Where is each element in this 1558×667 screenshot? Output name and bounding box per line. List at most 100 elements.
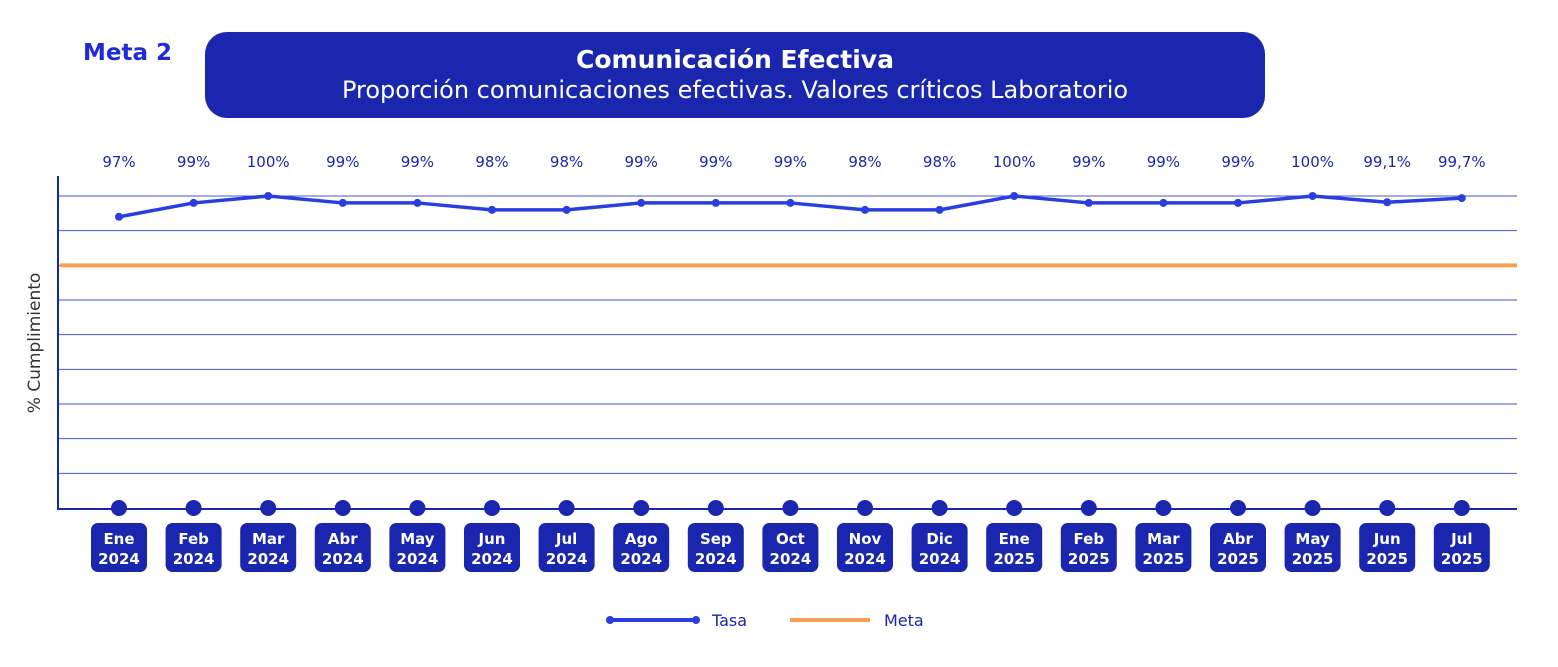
x-tick-badge [91, 523, 147, 572]
data-point-tasa [1383, 198, 1392, 207]
x-tick-label-month: Feb [1074, 530, 1105, 548]
x-tick-label-year: 2024 [770, 550, 812, 568]
x-tick-badge [986, 523, 1043, 572]
x-tick-label-year: 2024 [844, 550, 886, 568]
x-tick-label-year: 2025 [993, 550, 1035, 568]
data-point-tasa [786, 198, 795, 207]
data-point-tasa [1308, 192, 1317, 200]
data-point-tasa [637, 198, 646, 207]
data-point-tasa [1010, 192, 1019, 200]
data-point-tasa [861, 205, 869, 214]
legend-swatch-tasa [606, 616, 700, 624]
data-label: 99% [1147, 153, 1180, 171]
data-label: 99,1% [1363, 153, 1411, 171]
data-point-tasa [264, 192, 273, 200]
data-label: 98% [848, 153, 881, 171]
x-tick-dot [409, 500, 426, 516]
data-label: 99% [401, 153, 434, 171]
x-tick-label-year: 2025 [1366, 550, 1408, 568]
x-tick-label-month: Ene [103, 530, 134, 548]
x-tick-dot [931, 500, 948, 516]
x-tick-label-month: Jul [1450, 530, 1472, 548]
x-tick-badge [687, 523, 744, 572]
data-label: 100% [247, 153, 290, 171]
data-label: 99% [1221, 153, 1254, 171]
x-tick-dot [260, 500, 277, 516]
data-point-tasa [189, 198, 198, 207]
x-tick-badge [464, 523, 520, 572]
x-tick-dot [1006, 500, 1023, 516]
legend-label-tasa: Tasa [712, 610, 748, 630]
x-tick-badge [538, 523, 595, 572]
x-tick-label-year: 2024 [173, 550, 215, 568]
data-point-tasa [1084, 198, 1093, 207]
x-tick-label-year: 2025 [1292, 550, 1334, 568]
x-tick-label-year: 2025 [1441, 550, 1483, 568]
line-chart: 97% 99% 100% 99% 99% 98% 98% 99% 99% 99% 98% 98% 100… [57, 153, 1517, 572]
x-tick-dot [558, 500, 575, 516]
x-tick-badge [613, 523, 670, 572]
x-tick-dot [1230, 500, 1246, 516]
x-tick-dot [1080, 500, 1097, 516]
data-point-tasa [338, 198, 347, 207]
x-tick-label-year: 2025 [1217, 550, 1259, 568]
data-label: 99% [177, 153, 210, 171]
x-tick-label-month: Feb [178, 530, 209, 548]
x-tick-badge [240, 523, 297, 572]
x-tick-dot [857, 500, 873, 516]
x-tick-dot [1155, 500, 1172, 516]
data-label: 98% [475, 153, 508, 171]
x-tick-label-month: Sep [700, 530, 732, 548]
x-tick-label-month: Mar [252, 530, 285, 548]
data-label: 99% [1072, 153, 1105, 171]
data-label: 99,7% [1438, 153, 1486, 171]
x-tick-label-year: 2024 [695, 550, 737, 568]
data-label: 99% [699, 153, 732, 171]
x-tick-dot [782, 500, 799, 516]
x-tick-label-month: Nov [849, 530, 882, 548]
data-point-tasa [1457, 194, 1466, 203]
x-tick-label-month: Ago [625, 530, 658, 548]
x-tick-badge [165, 523, 222, 572]
x-tick-dot [185, 500, 202, 516]
x-tick-badge [1359, 523, 1416, 572]
x-tick-label-year: 2024 [919, 550, 961, 568]
x-tick-label-year: 2024 [620, 550, 662, 568]
x-tick-badge [314, 523, 371, 572]
x-tick-label-month: Ene [999, 530, 1030, 548]
goal-tag: Meta 2 [83, 40, 173, 66]
data-point-tasa [115, 212, 123, 221]
legend-swatch-meta [790, 618, 870, 622]
legend-item-meta: Meta [790, 606, 924, 634]
x-tick-dot [1453, 500, 1470, 516]
chart-subtitle: Proporción comunicaciones efectivas. Val… [341, 76, 1129, 104]
data-label: 100% [993, 153, 1036, 171]
data-point-tasa [1234, 198, 1242, 207]
x-tick-dot [1304, 500, 1321, 516]
x-tick-label-month: May [400, 530, 435, 548]
data-label: 99% [326, 153, 359, 171]
data-label: 97% [102, 153, 135, 171]
title-banner: Comunicación Efectiva Proporción comunic… [205, 32, 1265, 118]
x-tick-label-month: May [1295, 530, 1330, 548]
x-tick-label-year: 2025 [1068, 550, 1110, 568]
x-tick-dot [633, 500, 650, 516]
x-tick-label-year: 2025 [1143, 550, 1185, 568]
x-tick-label-year: 2024 [471, 550, 513, 568]
x-tick-label-year: 2024 [247, 550, 289, 568]
legend: Tasa Meta [0, 606, 1558, 634]
legend-label-meta: Meta [884, 610, 924, 630]
x-tick-label-month: Jun [478, 530, 506, 548]
x-tick-label-month: Abr [1223, 530, 1253, 548]
x-tick-label-month: Mar [1147, 530, 1180, 548]
x-tick-badge [837, 523, 893, 572]
x-tick-label-month: Dic [926, 530, 952, 548]
x-tick-badge [911, 523, 968, 572]
data-label: 98% [923, 153, 956, 171]
x-tick-dot [707, 500, 724, 516]
x-tick-badge [389, 523, 446, 572]
x-tick-badge [1284, 523, 1341, 572]
x-tick-badge [1433, 523, 1490, 572]
x-tick-label-year: 2024 [397, 550, 439, 568]
x-tick-dot [111, 500, 127, 516]
